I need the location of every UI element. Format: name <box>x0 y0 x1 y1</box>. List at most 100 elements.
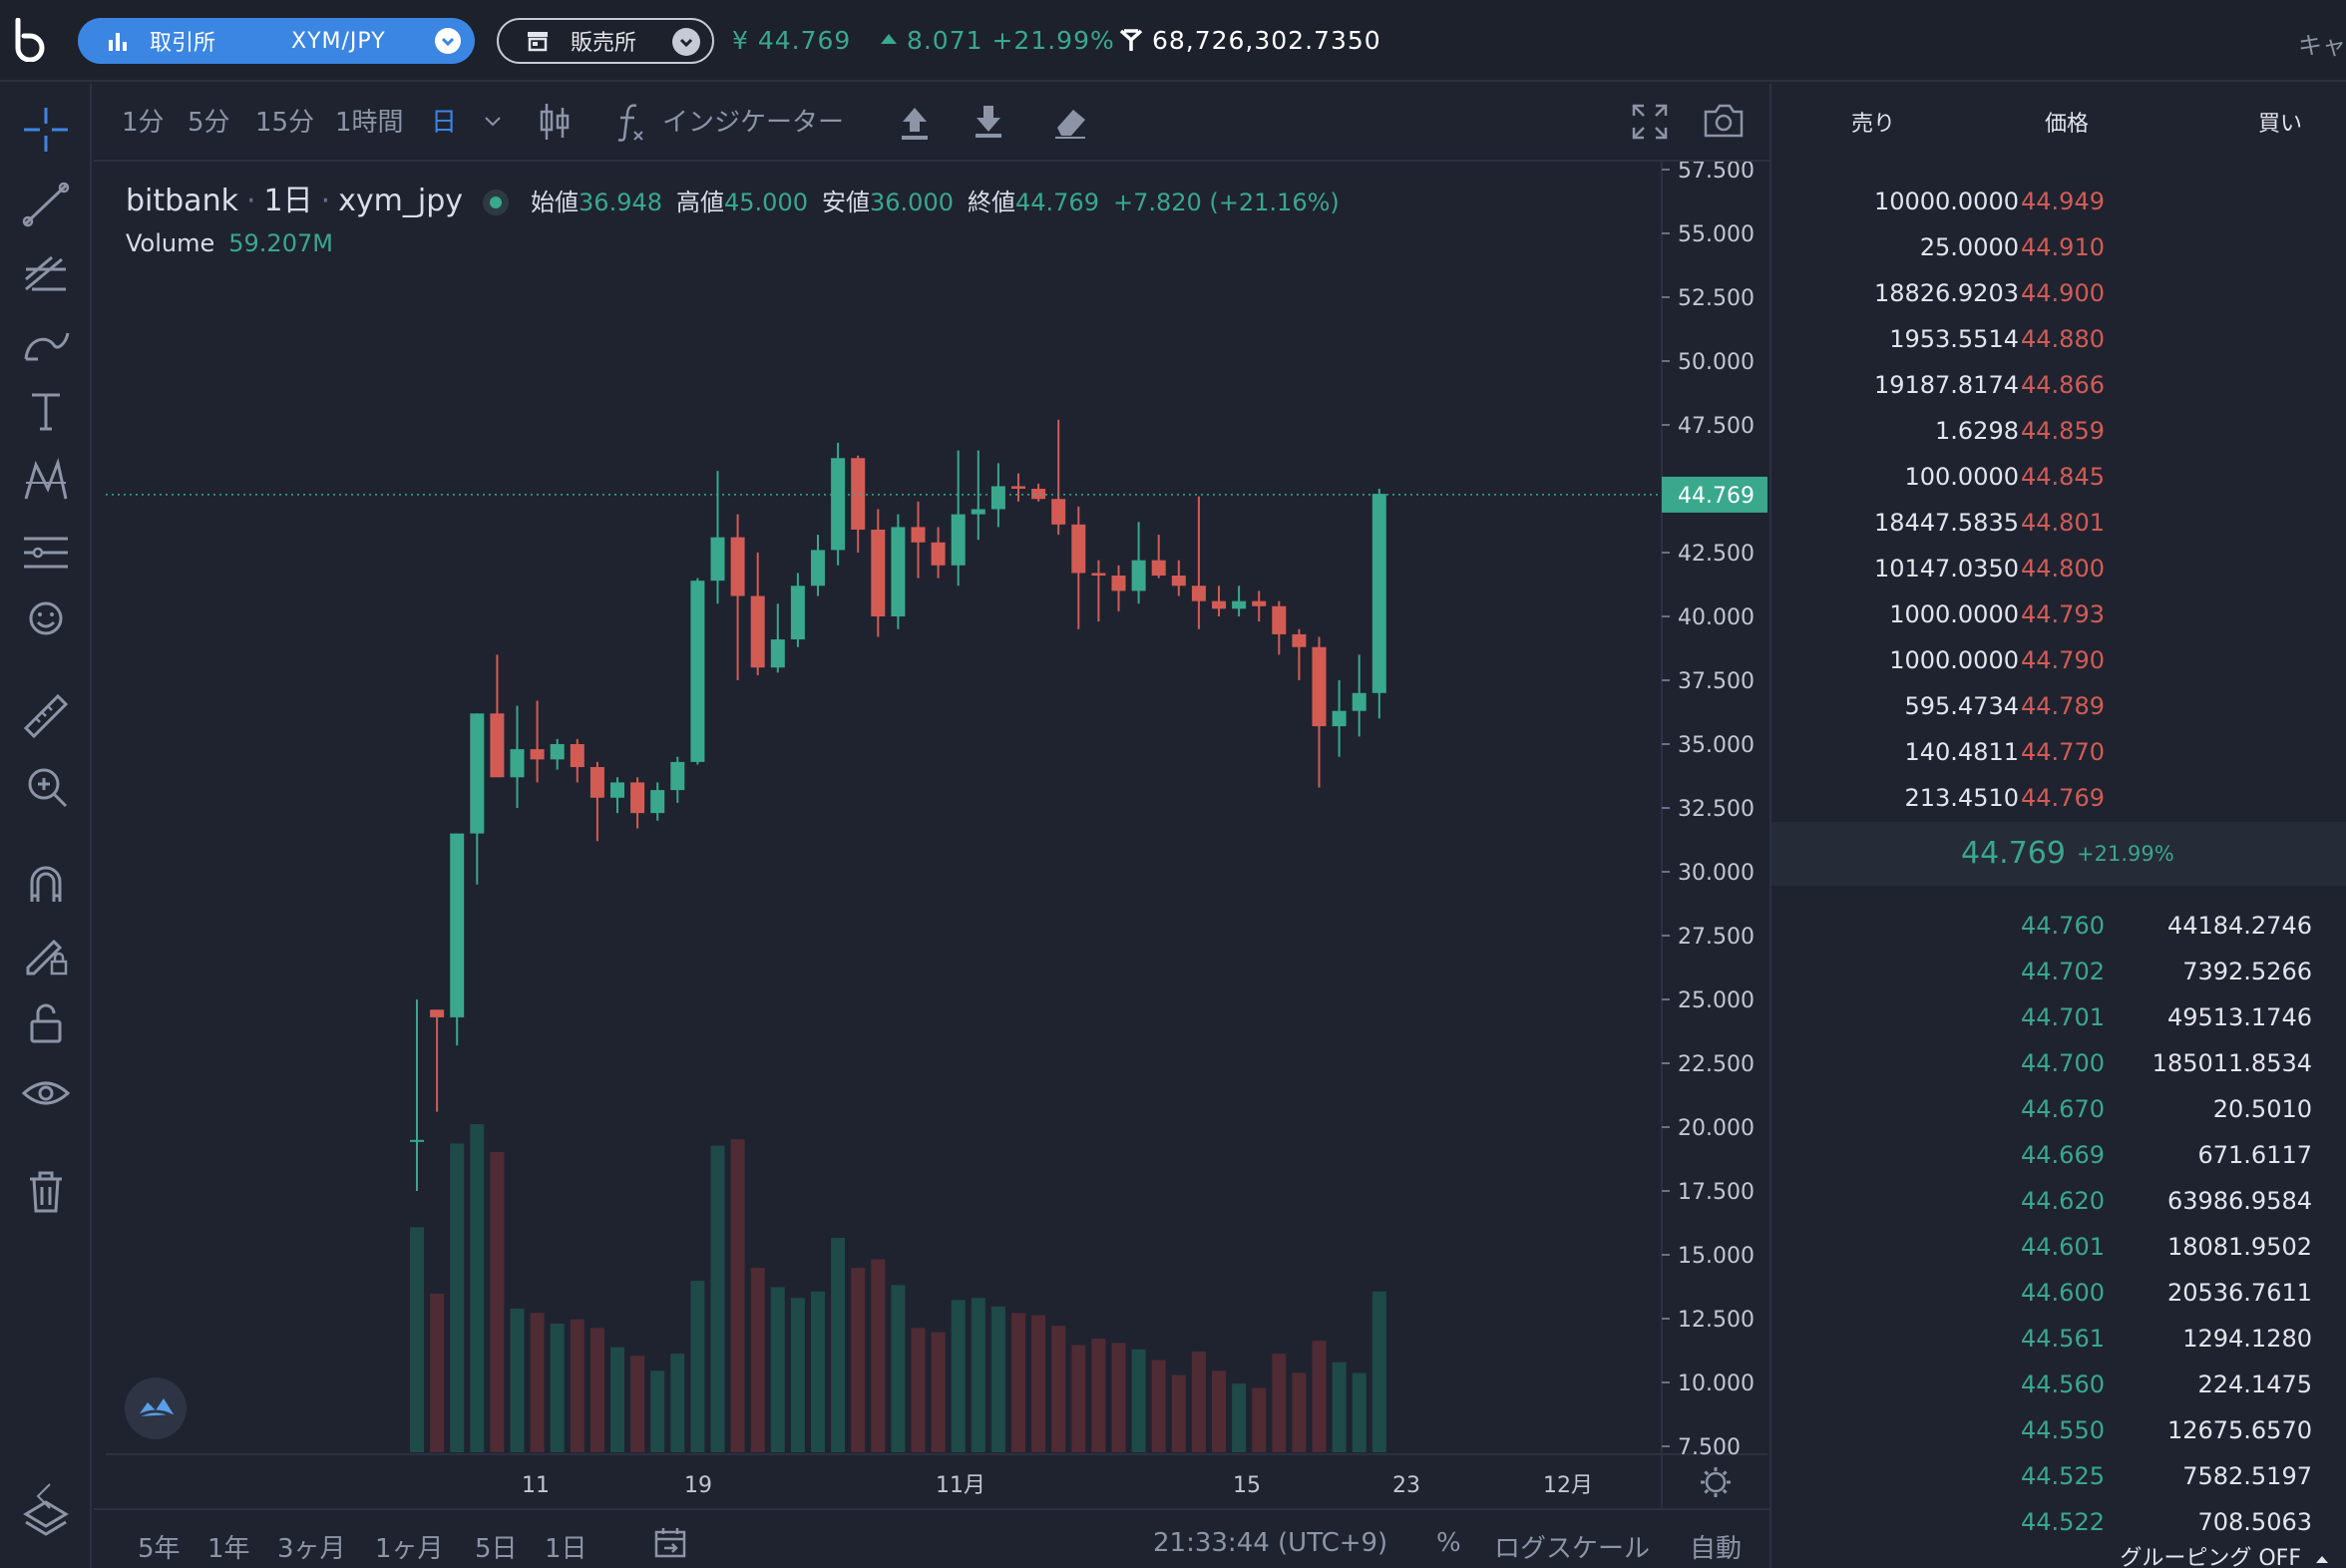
volume-legend: Volume 59.207M <box>126 229 333 257</box>
crosshair-icon[interactable] <box>18 102 74 158</box>
grouping-toggle[interactable]: グルーピング OFF <box>2120 1540 2330 1568</box>
range-3m[interactable]: 3ヶ月 <box>277 1534 346 1564</box>
trash-icon[interactable] <box>18 1163 74 1219</box>
upload-icon[interactable] <box>898 104 932 142</box>
ask-row[interactable]: 10147.0350 44.800 <box>1771 547 2346 592</box>
volume-bar <box>710 1145 725 1452</box>
ask-row[interactable]: 1000.0000 44.793 <box>1771 592 2346 638</box>
bid-row[interactable]: 44.522 708.5063 <box>1771 1500 2346 1546</box>
bid-price: 44.561 <box>2021 1325 2105 1353</box>
ask-row[interactable]: 1000.0000 44.790 <box>1771 638 2346 684</box>
bid-row[interactable]: 44.560 224.1475 <box>1771 1363 2346 1408</box>
candle-body <box>911 527 926 543</box>
ask-row[interactable]: 18826.9203 44.900 <box>1771 271 2346 317</box>
gear-icon[interactable] <box>1701 1467 1731 1497</box>
ask-row[interactable]: 1953.5514 44.880 <box>1771 317 2346 363</box>
bid-qty: 63986.9584 <box>2166 1187 2312 1215</box>
col-sell: 売り <box>1851 112 1896 137</box>
emoji-icon[interactable] <box>18 590 74 646</box>
bid-price: 44.620 <box>2021 1187 2105 1215</box>
ask-row[interactable]: 1.6298 44.859 <box>1771 409 2346 455</box>
eye-icon[interactable] <box>18 1065 74 1121</box>
volume-bar <box>570 1319 585 1452</box>
x-tick-label: 11 <box>522 1473 550 1498</box>
percent-toggle[interactable]: % <box>1436 1528 1461 1558</box>
ask-row[interactable]: 10000.0000 44.949 <box>1771 180 2346 225</box>
bitbank-logo-icon[interactable] <box>10 18 52 62</box>
candle-body <box>831 458 846 551</box>
candle-body <box>1312 646 1327 727</box>
ask-qty: 18826.9203 <box>1873 279 2019 307</box>
candle-type-icon[interactable] <box>537 100 573 144</box>
bid-row[interactable]: 44.760 44184.2746 <box>1771 904 2346 950</box>
bid-row[interactable]: 44.525 7582.5197 <box>1771 1454 2346 1500</box>
indicators-button[interactable]: インジケーター <box>662 108 845 138</box>
prediction-icon[interactable] <box>18 523 74 579</box>
chevron-down-icon[interactable] <box>435 28 461 54</box>
text-tool-icon[interactable] <box>18 383 74 439</box>
fib-retracement-icon[interactable] <box>18 245 74 301</box>
volume-bar <box>1272 1354 1287 1452</box>
bid-row[interactable]: 44.550 12675.6570 <box>1771 1408 2346 1454</box>
interval-1d[interactable]: 日 <box>431 108 458 138</box>
bid-row[interactable]: 44.700 185011.8534 <box>1771 1041 2346 1087</box>
bid-row[interactable]: 44.669 671.6117 <box>1771 1133 2346 1179</box>
candle-body <box>550 744 565 760</box>
chevron-down-icon[interactable] <box>483 114 503 130</box>
goto-date-icon[interactable] <box>652 1526 688 1560</box>
interval-15m[interactable]: 15分 <box>255 108 315 138</box>
ask-row[interactable]: 213.4510 44.769 <box>1771 776 2346 822</box>
pattern-icon[interactable] <box>18 453 74 509</box>
log-scale-toggle[interactable]: ログスケール <box>1494 1534 1651 1564</box>
ask-row[interactable]: 595.4734 44.789 <box>1771 684 2346 730</box>
legend-interval: 1日 <box>263 184 313 218</box>
unlock-icon[interactable] <box>18 995 74 1051</box>
chevron-left-icon[interactable] <box>24 1476 64 1516</box>
camera-icon[interactable] <box>1702 100 1746 142</box>
bid-row[interactable]: 44.702 7392.5266 <box>1771 950 2346 995</box>
draw-lock-icon[interactable] <box>18 926 74 981</box>
ask-row[interactable]: 100.0000 44.845 <box>1771 455 2346 501</box>
ask-row[interactable]: 140.4811 44.770 <box>1771 730 2346 776</box>
clock-time[interactable]: 21:33:44 (UTC+9) <box>1153 1528 1388 1558</box>
bid-row[interactable]: 44.670 20.5010 <box>1771 1087 2346 1133</box>
bid-qty: 20.5010 <box>2212 1095 2312 1123</box>
download-icon[interactable] <box>972 102 1005 140</box>
range-5y[interactable]: 5年 <box>138 1534 181 1564</box>
bid-row[interactable]: 44.601 18081.9502 <box>1771 1225 2346 1271</box>
candle-body <box>1352 692 1367 711</box>
bid-row[interactable]: 44.600 20536.7611 <box>1771 1271 2346 1317</box>
bid-row[interactable]: 44.701 49513.1746 <box>1771 995 2346 1041</box>
function-icon[interactable] <box>614 100 646 144</box>
range-1y[interactable]: 1年 <box>207 1534 250 1564</box>
brush-icon[interactable] <box>18 315 74 371</box>
fullscreen-icon[interactable] <box>1630 102 1670 142</box>
range-1m[interactable]: 1ヶ月 <box>375 1534 444 1564</box>
trend-line-icon[interactable] <box>18 176 74 231</box>
ask-row[interactable]: 18447.5835 44.801 <box>1771 501 2346 547</box>
interval-1m[interactable]: 1分 <box>122 108 165 138</box>
bid-row[interactable]: 44.620 63986.9584 <box>1771 1179 2346 1225</box>
zoom-in-icon[interactable] <box>18 758 74 814</box>
price-chart[interactable]: 57.500 55.000 52.500 50.000 47.500 45.000 42.5… <box>106 162 1767 1508</box>
ask-price: 44.793 <box>2021 600 2105 628</box>
magnet-icon[interactable] <box>18 856 74 912</box>
header-right-truncated[interactable]: キャ <box>2298 32 2346 60</box>
chevron-down-icon[interactable] <box>672 28 700 56</box>
eraser-icon[interactable] <box>1051 102 1089 140</box>
interval-5m[interactable]: 5分 <box>188 108 230 138</box>
ruler-icon[interactable] <box>18 688 74 744</box>
ask-row[interactable]: 19187.8174 44.866 <box>1771 363 2346 409</box>
ask-price: 44.900 <box>2021 279 2105 307</box>
ask-row[interactable]: 25.0000 44.910 <box>1771 225 2346 271</box>
auto-scale-toggle[interactable]: 自動 <box>1690 1534 1743 1564</box>
exchange-pair-selector[interactable]: 取引所 XYM/JPY <box>78 18 475 64</box>
range-1d[interactable]: 1日 <box>545 1534 587 1564</box>
candle-body <box>1292 633 1307 647</box>
range-5d[interactable]: 5日 <box>475 1534 518 1564</box>
tradingview-badge-icon[interactable] <box>124 1376 188 1440</box>
layers-icon[interactable] <box>18 1490 74 1546</box>
shop-selector[interactable]: 販売所 <box>497 18 714 64</box>
bid-row[interactable]: 44.561 1294.1280 <box>1771 1317 2346 1363</box>
interval-1h[interactable]: 1時間 <box>335 108 404 138</box>
